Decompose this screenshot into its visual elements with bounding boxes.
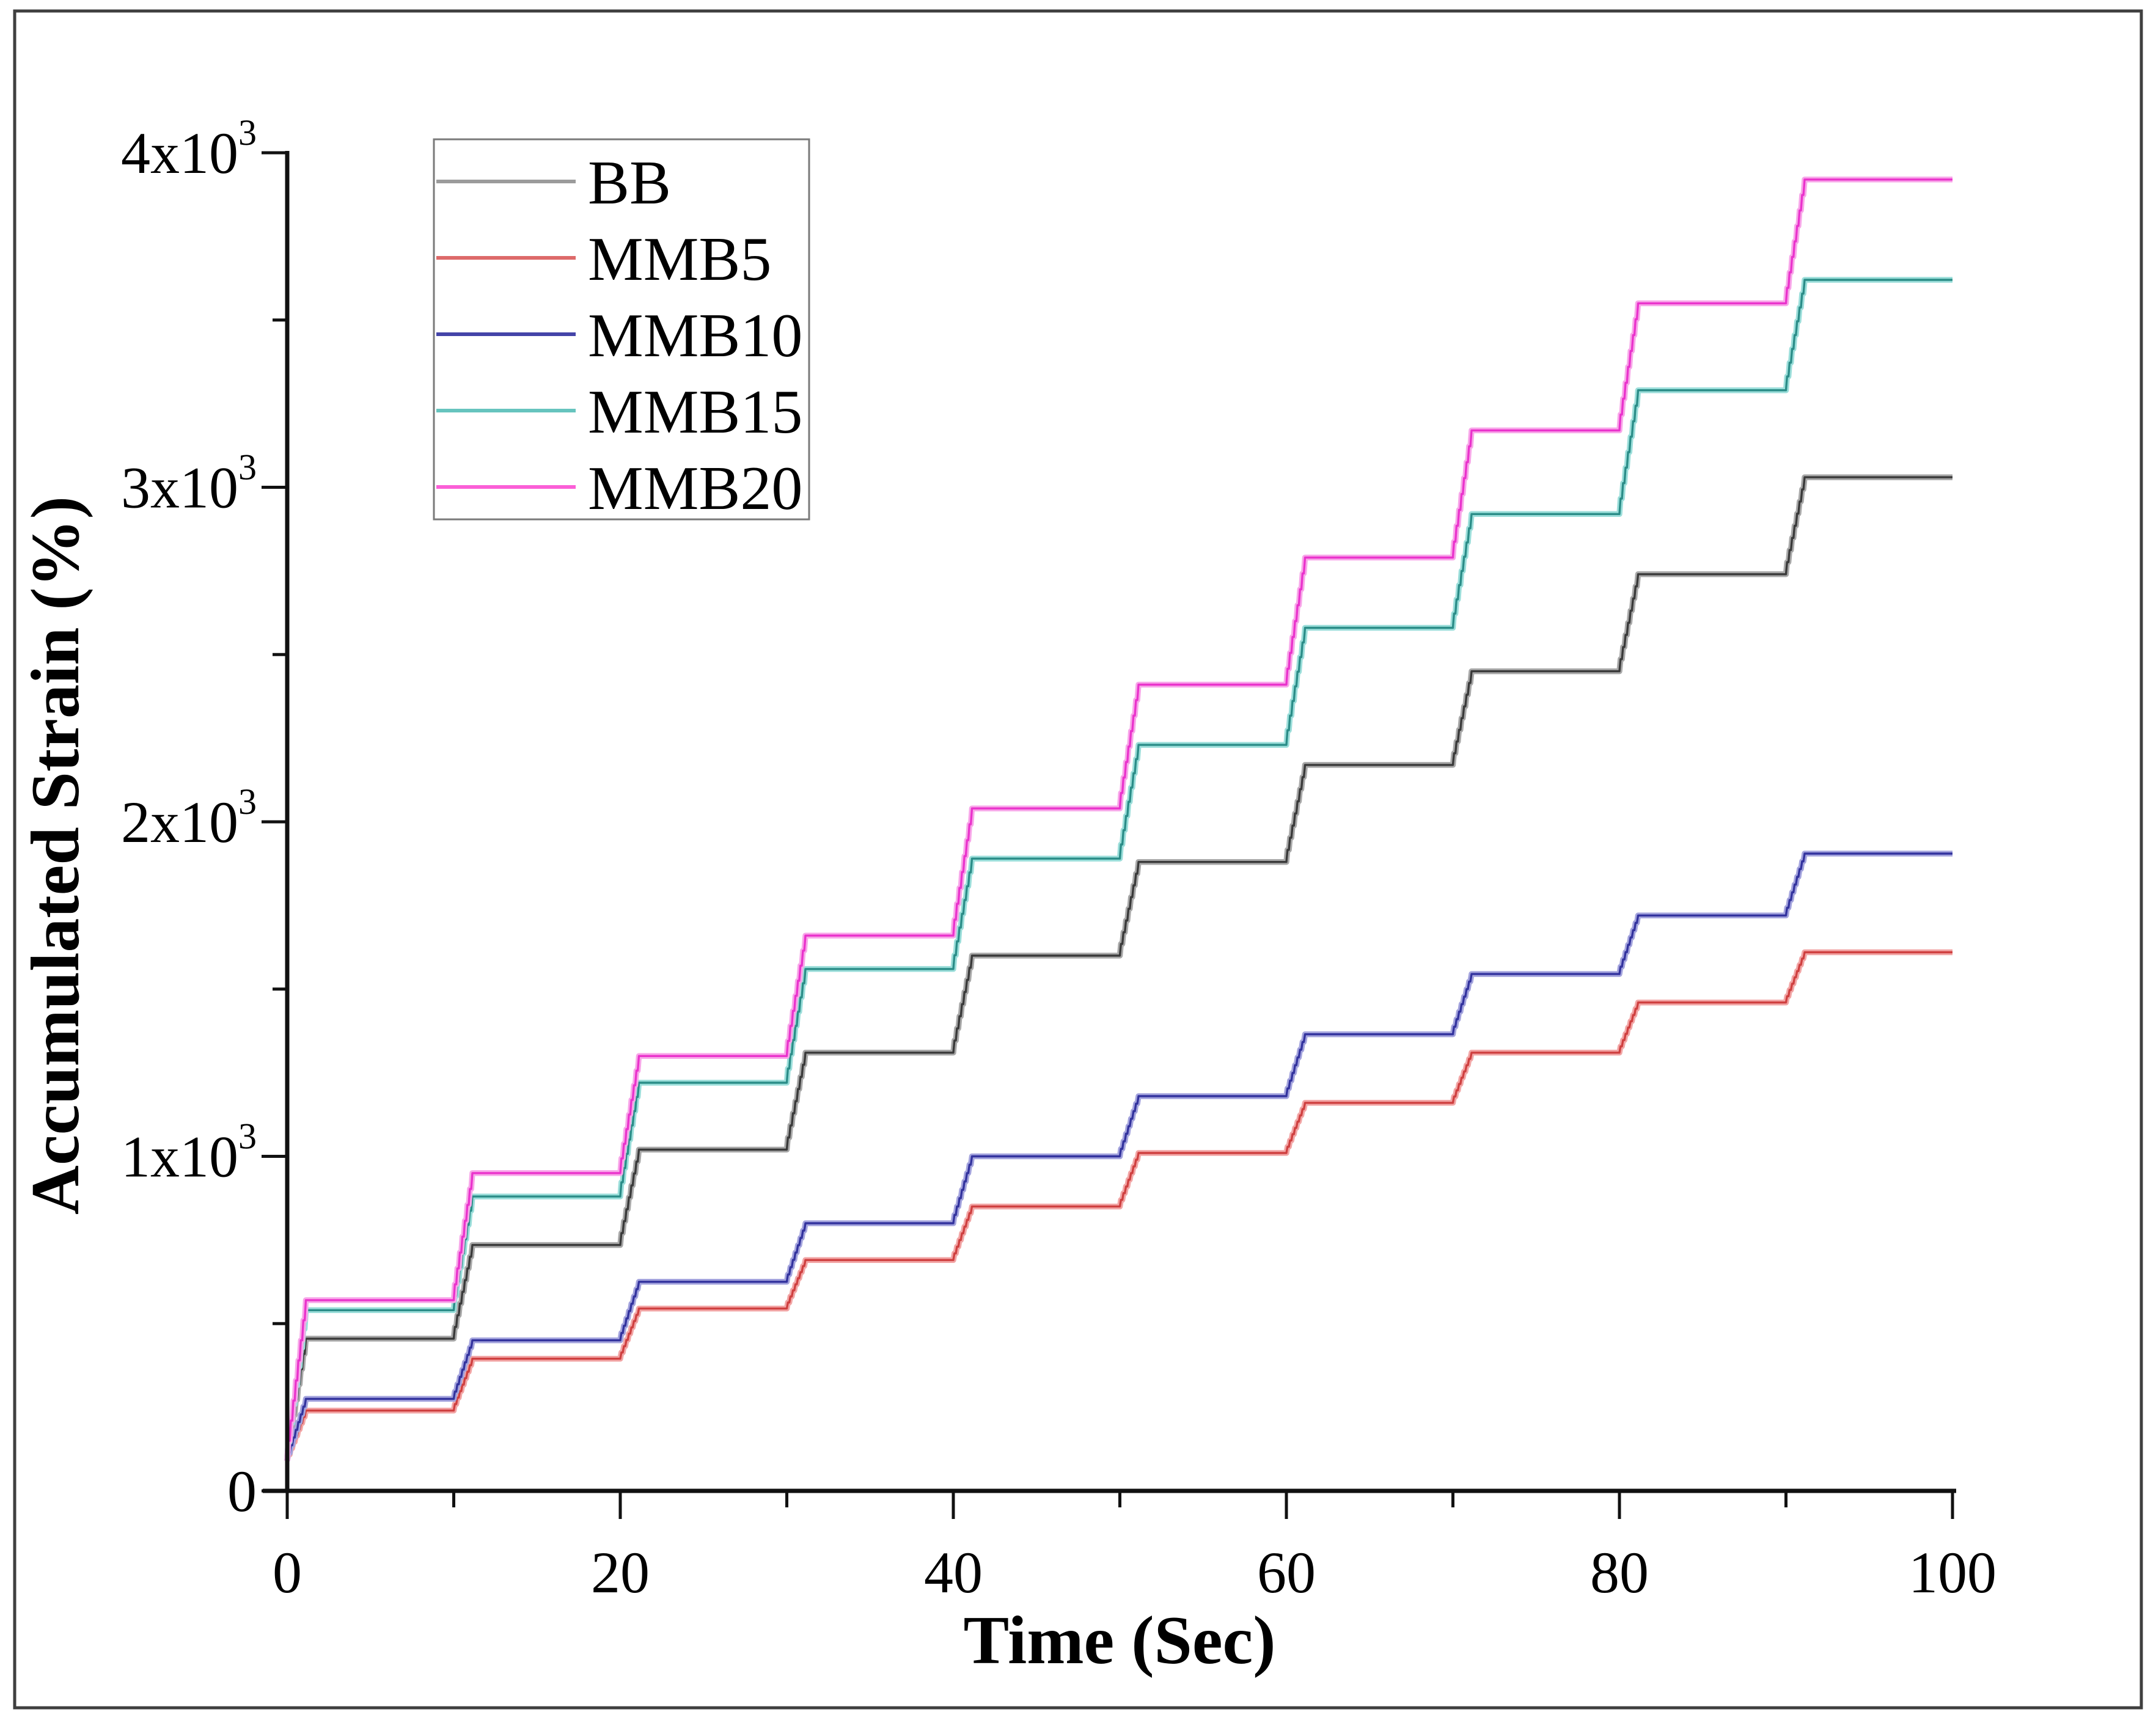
y-tick-label: 4x103 [121,112,257,186]
series-line-BB [286,476,1953,1461]
series-line-MMB5 [286,951,1953,1461]
legend-label-BB: BB [588,148,671,218]
legend-label-MMB10: MMB10 [588,301,802,370]
series-line-MMB10 [286,852,1953,1461]
x-tick-label: 40 [924,1540,983,1605]
series-line-MMB15 [286,279,1953,1461]
x-axis-title: Time (Sec) [963,1603,1275,1678]
x-tick-label: 20 [591,1540,650,1605]
y-tick-label: 0 [227,1458,257,1524]
x-tick-label: 100 [1909,1540,1997,1605]
legend-label-MMB20: MMB20 [588,454,802,523]
y-tick-label: 2x103 [121,781,257,855]
y-axis-title: Accumulated Strain (%) [18,496,94,1215]
legend-box [433,138,810,521]
series-line-MMB20 [286,178,1953,1461]
y-tick-label: 3x103 [121,447,257,521]
legend-label-MMB15: MMB15 [588,378,802,447]
x-tick-label: 0 [273,1540,302,1605]
x-tick-label: 80 [1590,1540,1649,1605]
x-tick-label: 60 [1257,1540,1316,1605]
figure-border [13,9,2143,1710]
series-halo-BB [284,474,1953,1462]
legend-label-MMB5: MMB5 [588,225,771,294]
y-tick-label: 1x103 [121,1116,257,1190]
